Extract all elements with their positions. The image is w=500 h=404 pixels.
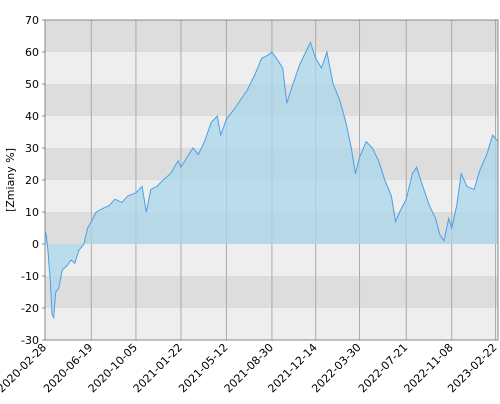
y-tick-label: -30: [21, 334, 39, 347]
y-tick-label: 70: [25, 14, 39, 27]
y-axis-label: [Zmiany %]: [4, 148, 17, 212]
y-tick-label: 30: [25, 142, 39, 155]
y-tick-label: 40: [25, 110, 39, 123]
y-tick-label: 0: [32, 238, 39, 251]
y-tick-label: 20: [25, 174, 39, 187]
area: [45, 42, 498, 318]
y-tick-label: -10: [21, 270, 39, 283]
y-tick-label: 10: [25, 206, 39, 219]
line: [44, 41, 499, 320]
y-tick-label: 50: [25, 78, 39, 91]
y-tick-label: 60: [25, 46, 39, 59]
y-tick-label: -20: [21, 302, 39, 315]
plot-border: [44, 19, 499, 341]
